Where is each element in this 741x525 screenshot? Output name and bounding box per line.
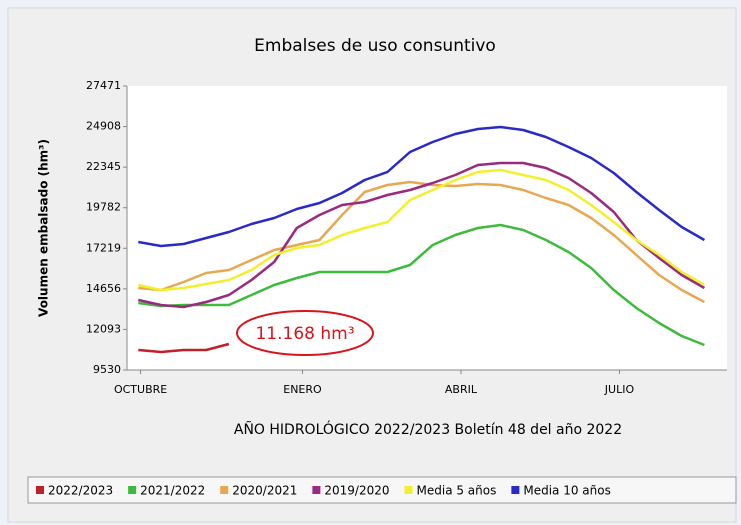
x-tick-label: ABRIL [445,383,478,396]
series-line [138,161,706,309]
legend-swatch [128,486,137,494]
series-line [138,223,705,347]
plot-area [127,86,727,370]
annotation: 11.168 hm³ [255,324,354,344]
y-tick-label: 14656 [86,282,121,295]
chart-title: Embalses de uso consuntivo [254,36,496,56]
y-axis-label: Volumen embalsado (hm³) [37,139,51,317]
legend-swatch [36,486,44,494]
legend-swatch [404,486,413,494]
x-tick-label: JULIO [604,383,635,396]
annotation-circle [236,310,374,356]
series-line [138,180,705,304]
x-axis-label: AÑO HIDROLÓGICO 2022/2023 Boletín 48 del… [234,420,622,438]
y-tick-label: 9530 [93,363,121,376]
series-line [138,125,706,248]
legend-label: 2021/2022 [140,484,205,498]
y-tick-label: 12093 [86,322,121,335]
y-tick-label: 17219 [86,241,121,254]
legend-label: 2022/2023 [48,484,113,498]
legend-label: Media 5 años [417,484,497,498]
legend-swatch [220,486,229,494]
y-tick-label: 22345 [86,160,121,173]
legend-label: 2019/2020 [324,484,389,498]
legend-box [27,476,737,504]
series-line [138,342,230,354]
x-tick-label: ENERO [283,383,322,396]
legend-swatch [511,486,520,494]
legend-label: Media 10 años [523,484,611,498]
y-tick-label: 19782 [86,201,121,214]
legend-label: 2020/2021 [232,484,297,498]
series-line [138,168,706,292]
x-tick-label: OCTUBRE [114,383,167,396]
legend-swatch [312,486,321,494]
y-tick-label: 24908 [86,120,121,133]
y-tick-label: 27471 [86,79,121,92]
